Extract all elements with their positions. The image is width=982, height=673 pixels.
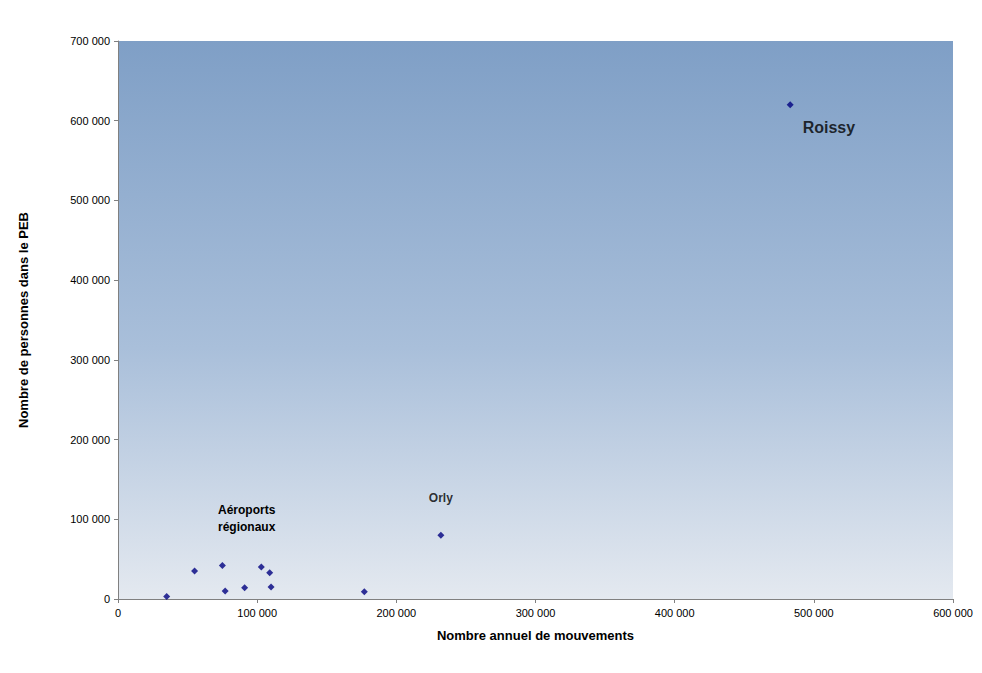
svg-text:0: 0: [115, 607, 121, 619]
svg-text:100 000: 100 000: [70, 513, 110, 525]
svg-text:500 000: 500 000: [794, 607, 834, 619]
svg-text:100 000: 100 000: [237, 607, 277, 619]
svg-text:Roissy: Roissy: [803, 119, 856, 136]
svg-text:300 000: 300 000: [516, 607, 556, 619]
svg-text:400 000: 400 000: [70, 274, 110, 286]
svg-text:400 000: 400 000: [655, 607, 695, 619]
svg-text:Aéroports: Aéroports: [218, 503, 276, 517]
svg-text:200 000: 200 000: [70, 434, 110, 446]
svg-text:Nombre annuel de mouvements: Nombre annuel de mouvements: [437, 628, 634, 643]
svg-text:600 000: 600 000: [70, 115, 110, 127]
svg-text:300 000: 300 000: [70, 354, 110, 366]
svg-text:200 000: 200 000: [376, 607, 416, 619]
svg-text:600 000: 600 000: [933, 607, 973, 619]
svg-text:700 000: 700 000: [70, 35, 110, 47]
svg-text:Orly: Orly: [429, 491, 453, 505]
svg-text:500 000: 500 000: [70, 194, 110, 206]
svg-text:Nombre de personnes dans le PE: Nombre de personnes dans le PEB: [16, 212, 31, 428]
svg-text:0: 0: [104, 593, 110, 605]
svg-text:régionaux: régionaux: [218, 520, 276, 534]
